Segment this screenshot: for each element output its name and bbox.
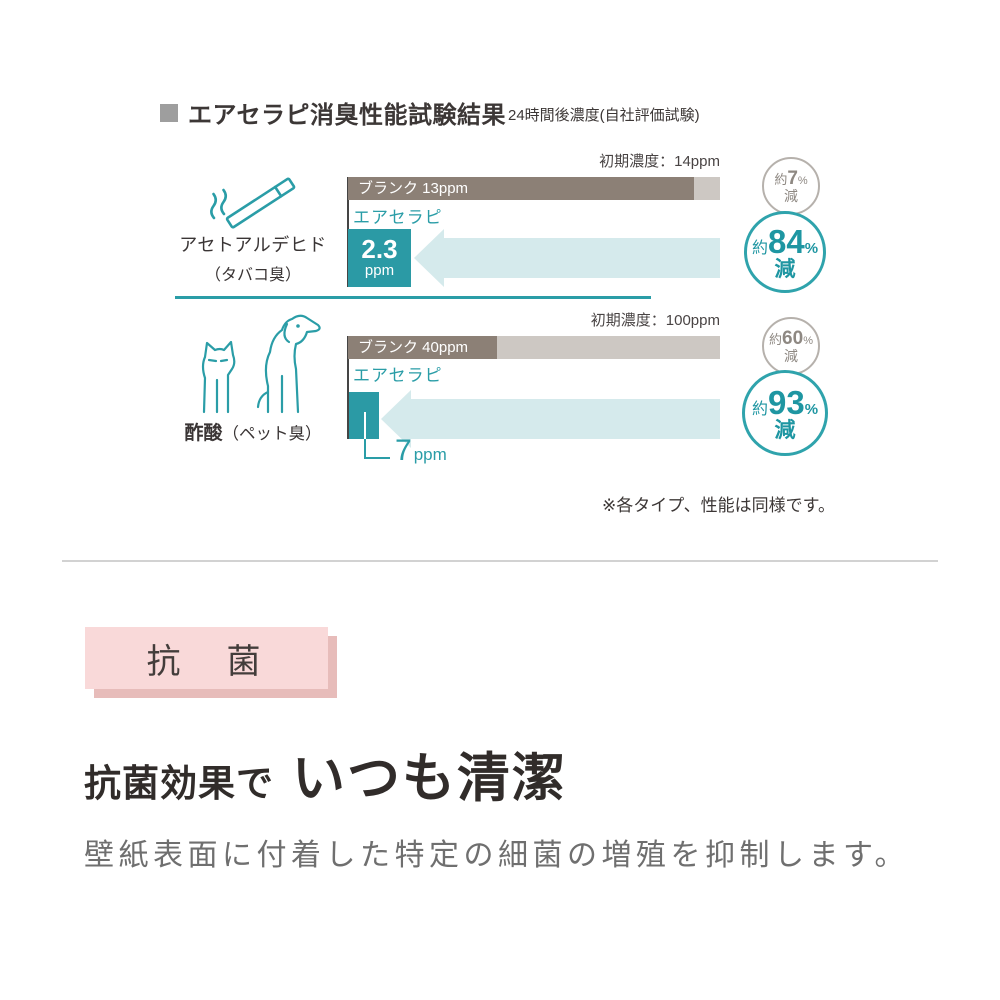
blank-reduction-circle: 約 7% 減 (762, 157, 820, 215)
result-value: 2.3 (361, 234, 398, 264)
report-title: エアセラピ消臭性能試験結果 (188, 102, 507, 129)
substance-label-acetaldehyde: アセトアルデヒド （タバコ臭） (158, 231, 348, 285)
reduction-percent: % (797, 175, 808, 187)
blank-bar: ブランク 13ppm (348, 177, 720, 200)
product-label: エアセラピ (353, 208, 443, 227)
reduction-word: 減 (774, 257, 796, 281)
left-arrow-body (444, 238, 720, 278)
row-divider (175, 296, 651, 299)
substance-label-acetic-acid: 酢酸（ペット臭） (158, 418, 348, 445)
left-arrow-icon (381, 390, 411, 448)
odor-note: （ペット臭） (222, 425, 322, 443)
report-subtitle: 24時間後濃度(自社評価試験) (508, 107, 700, 124)
callout-value: 7 ppm (395, 434, 447, 468)
antibacterial-badge: 抗 菌 (85, 627, 328, 689)
cigarette-icon (210, 177, 296, 229)
reduction-percent: % (803, 335, 813, 347)
reduction-prefix: 約 (751, 239, 768, 257)
product-reduction-circle: 約 84% 減 (744, 211, 826, 293)
reduction-percent: % (804, 400, 819, 418)
blank-bar: ブランク 40ppm (348, 336, 720, 359)
odor-note: （タバコ臭） (204, 267, 301, 284)
blank-bar-label: ブランク 13ppm (358, 180, 469, 197)
callout-line (364, 457, 390, 459)
reduction-word: 減 (774, 418, 796, 442)
callout-line (364, 439, 366, 459)
result-value-box: 2.3 ppm (348, 229, 411, 287)
blank-reduction-circle: 約 60% 減 (762, 317, 820, 375)
reduction-prefix: 約 (774, 172, 788, 187)
antibacterial-heading: 抗菌効果で いつも清潔 (84, 736, 567, 812)
cat-dog-icon (201, 314, 321, 414)
blank-bar-fill: ブランク 40ppm (348, 336, 497, 359)
heading-main: いつも清潔 (292, 749, 567, 808)
product-reduction-circle: 約 93% 減 (742, 370, 828, 456)
callout-number: 7 (395, 434, 412, 467)
callout-unit: ppm (413, 445, 447, 464)
reduction-value: 7 (787, 168, 798, 189)
square-bullet-icon (160, 104, 178, 122)
initial-concentration-label: 初期濃度：100ppm (590, 312, 720, 329)
blank-bar-fill: ブランク 13ppm (348, 177, 694, 200)
left-arrow-body (411, 399, 720, 439)
reduction-value: 60 (782, 328, 804, 349)
left-arrow-icon (414, 229, 444, 287)
reduction-value: 93 (767, 383, 805, 421)
blank-bar-label: ブランク 40ppm (358, 339, 469, 356)
reduction-prefix: 約 (769, 332, 783, 347)
substance-name: アセトアルデヒド (179, 235, 327, 255)
reduction-prefix: 約 (751, 400, 768, 418)
section-divider (62, 560, 938, 562)
callout-line (364, 412, 366, 439)
result-unit: ppm (364, 262, 395, 280)
reduction-percent: % (804, 239, 819, 257)
reduction-word: 減 (784, 348, 798, 364)
antibacterial-description: 壁紙表面に付着した特定の細菌の増殖を抑制します。 (84, 839, 909, 872)
heading-lead: 抗菌効果で (84, 763, 274, 804)
chart-note: ※各タイプ、性能は同様です。 (601, 496, 835, 515)
reduction-word: 減 (784, 188, 798, 204)
product-label: エアセラピ (353, 366, 443, 385)
axis-line (347, 336, 349, 439)
reduction-value: 84 (767, 222, 805, 260)
substance-name: 酢酸 (184, 423, 223, 444)
initial-concentration-label: 初期濃度：14ppm (599, 153, 720, 170)
